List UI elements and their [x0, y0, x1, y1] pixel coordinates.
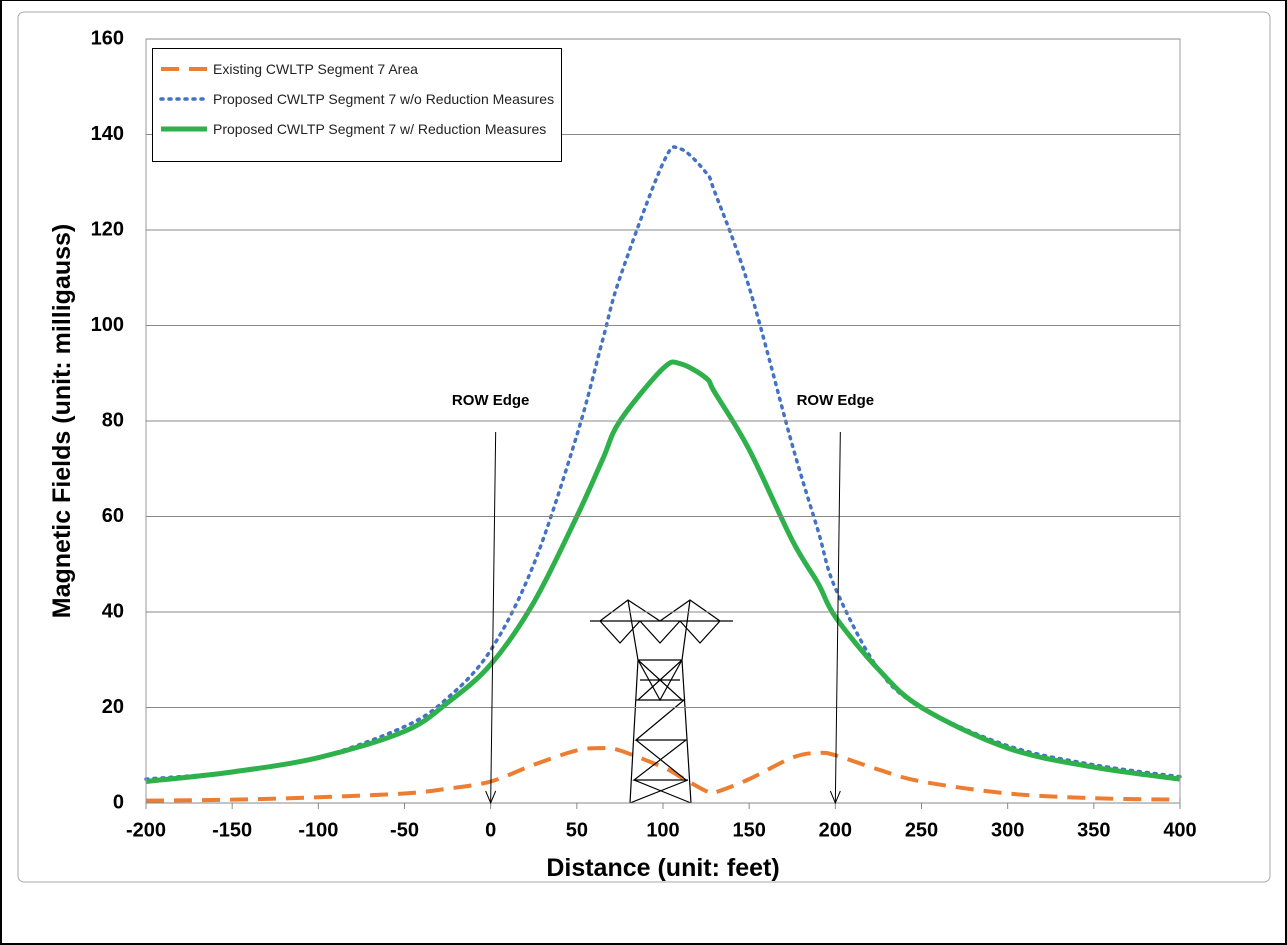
- x-tick-label: -150: [212, 819, 252, 841]
- legend-label: Proposed CWLTP Segment 7 w/o Reduction M…: [213, 91, 555, 107]
- y-tick-label: 20: [102, 696, 124, 718]
- y-tick-label: 80: [102, 409, 124, 431]
- annotation-arrow: [834, 431, 841, 804]
- tower-icon: [590, 599, 733, 804]
- x-tick-label: 200: [819, 819, 852, 841]
- legend-label: Proposed CWLTP Segment 7 w/ Reduction Me…: [213, 121, 547, 137]
- series-line: [145, 746, 1181, 803]
- y-tick-label: 0: [113, 791, 124, 813]
- x-tick-label: 100: [646, 819, 679, 841]
- y-axis-title: Magnetic Fields (unit: milligauss): [48, 224, 76, 618]
- annotation-label: ROW Edge: [797, 392, 875, 409]
- legend-entry: Existing CWLTP Segment 7 Area: [157, 61, 557, 77]
- x-tick-label: -200: [126, 819, 166, 841]
- arrow-head: [829, 790, 841, 805]
- x-axis-title: Distance (unit: feet): [546, 854, 779, 882]
- x-tick-label: 250: [905, 819, 938, 841]
- annotation-label: ROW Edge: [452, 392, 530, 409]
- x-tick-label: -100: [298, 819, 338, 841]
- y-tick-label: 60: [102, 505, 124, 527]
- legend: Existing CWLTP Segment 7 Area Proposed CW…: [152, 48, 562, 162]
- x-tick-label: 0: [485, 819, 496, 841]
- x-tick-label: 400: [1163, 819, 1196, 841]
- legend-swatch: [161, 67, 207, 71]
- legend-entry: Proposed CWLTP Segment 7 w/ Reduction Me…: [157, 121, 557, 137]
- x-tick-label: 300: [991, 819, 1024, 841]
- legend-label: Existing CWLTP Segment 7 Area: [213, 61, 418, 77]
- x-tick-label: -50: [390, 819, 419, 841]
- x-tick-label: 350: [1077, 819, 1110, 841]
- y-tick-label: 160: [91, 27, 124, 49]
- annotation-arrow: [490, 431, 497, 804]
- legend-swatch: [159, 97, 209, 101]
- y-tick-label: 120: [91, 218, 124, 240]
- x-tick-label: 150: [732, 819, 765, 841]
- y-tick-label: 140: [91, 123, 124, 145]
- x-tick-label: 50: [566, 819, 588, 841]
- series-line: [145, 359, 1181, 784]
- arrow-head: [485, 790, 497, 805]
- legend-swatch: [161, 126, 207, 132]
- y-tick-label: 40: [102, 600, 124, 622]
- y-tick-label: 100: [91, 314, 124, 336]
- legend-entry: Proposed CWLTP Segment 7 w/o Reduction M…: [157, 91, 557, 107]
